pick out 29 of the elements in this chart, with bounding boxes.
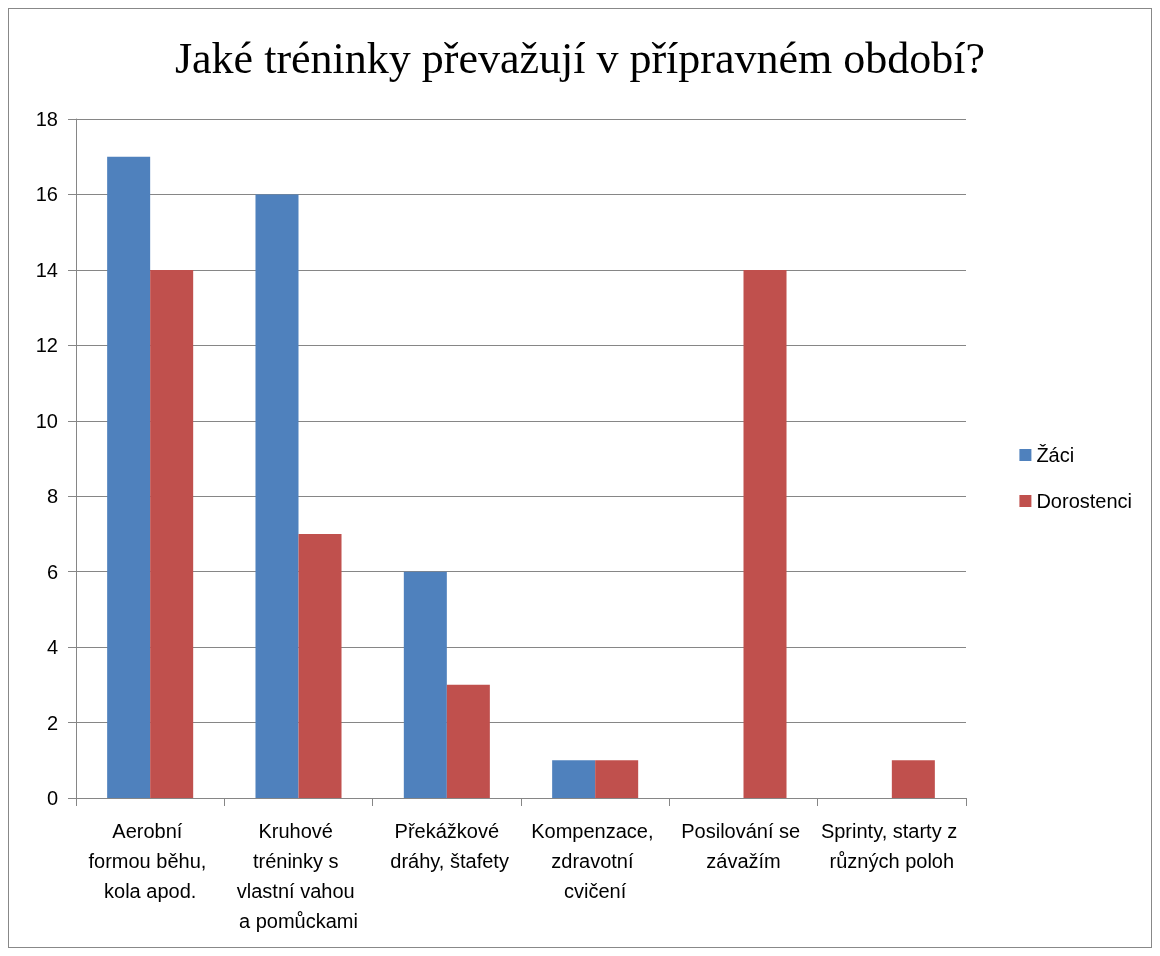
y-tick-label: 10 (35, 409, 58, 432)
bar (403, 571, 447, 798)
y-tick-label: 0 (46, 787, 58, 809)
y-tick-label: 6 (46, 560, 58, 583)
legend-label: Dorostenci (1036, 490, 1133, 512)
x-tick-label: Posilování se závažím (681, 820, 806, 872)
y-tick-label: 14 (35, 258, 58, 281)
y-tick-label: 4 (46, 636, 58, 659)
bar (446, 684, 490, 798)
y-tick-label: 12 (35, 334, 58, 357)
x-tick-label: Sprinty, starty z různých poloh (820, 820, 963, 872)
x-tick-label: Aerobní formou běhu, kola apod. (88, 820, 212, 902)
x-tick-label: Kruhové tréninky s vlastní vahou a pomůckami (236, 820, 361, 932)
bar (298, 533, 342, 798)
legend-label: Žáci (1036, 444, 1075, 466)
y-tick-label: 18 (35, 108, 58, 130)
bar (255, 194, 299, 798)
y-tick-label: 8 (46, 485, 58, 508)
bar (552, 760, 596, 798)
bar (150, 269, 194, 798)
bar (743, 269, 787, 798)
bar (891, 760, 935, 798)
x-tick-label: Kompenzace, zdravotní cvičení (531, 820, 660, 902)
bar (107, 156, 151, 798)
y-tick-label: 2 (46, 711, 58, 734)
chart-title: Jaké tréninky převažují v přípravném období? (174, 33, 986, 83)
y-tick-label: 16 (35, 183, 58, 206)
bar (595, 760, 639, 798)
x-tick-label: Překážkové dráhy, štafety (384, 820, 509, 872)
